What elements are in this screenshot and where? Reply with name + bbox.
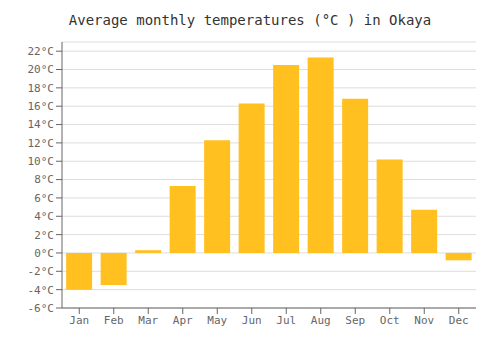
svg-text:10°C: 10°C	[28, 155, 55, 168]
svg-text:14°C: 14°C	[28, 118, 55, 131]
svg-text:Apr: Apr	[173, 314, 193, 327]
svg-text:Jan: Jan	[69, 314, 89, 327]
svg-text:0°C: 0°C	[34, 247, 54, 260]
html-text:Average monthly temperatures (: Average monthly temperatures (°C ) in Ok…	[68, 12, 432, 28]
svg-text:20°C: 20°C	[28, 63, 55, 76]
svg-text:Aug: Aug	[311, 314, 331, 327]
svg-text:12°C: 12°C	[28, 137, 55, 150]
svg-text:May: May	[207, 314, 227, 327]
svg-text:22°C: 22°C	[28, 45, 55, 58]
svg-text:8°C: 8°C	[34, 173, 54, 186]
svg-text:Nov: Nov	[414, 314, 434, 327]
svg-text:6°C: 6°C	[34, 192, 54, 205]
svg-text:Jun: Jun	[242, 314, 262, 327]
svg-text:2°C: 2°C	[34, 229, 54, 242]
svg-text:Feb: Feb	[104, 314, 124, 327]
svg-text:Mar: Mar	[138, 314, 158, 327]
svg-text:16°C: 16°C	[28, 100, 55, 113]
svg-text:4°C: 4°C	[34, 210, 54, 223]
svg-text:Oct: Oct	[380, 314, 400, 327]
svg-text:Jul: Jul	[276, 314, 296, 327]
svg-text:18°C: 18°C	[28, 82, 55, 95]
svg-text:-2°C: -2°C	[28, 265, 55, 278]
svg-text:Sep: Sep	[345, 314, 365, 327]
svg-text:-6°C: -6°C	[28, 302, 55, 315]
svg-text:-4°C: -4°C	[28, 284, 55, 297]
svg-text:Dec: Dec	[449, 314, 469, 327]
